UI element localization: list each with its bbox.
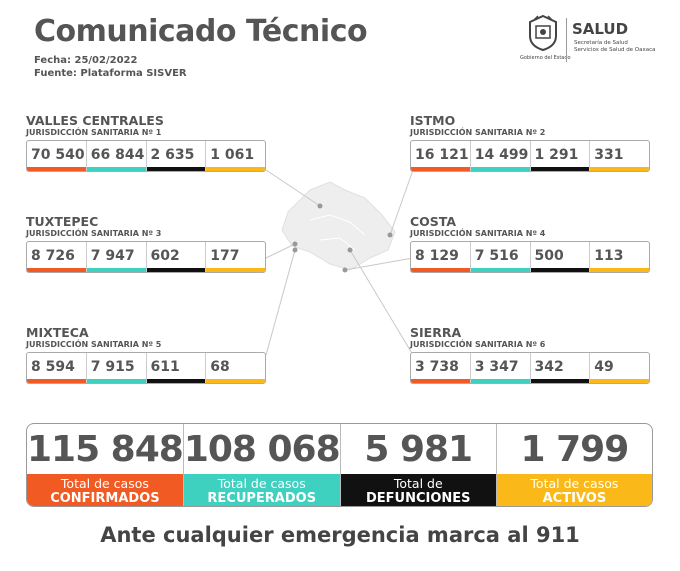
region-jurisdiccion: JURISDICCIÓN SANITARIA Nº 5 xyxy=(26,340,162,349)
recuperados-value: 7 915 xyxy=(86,353,147,383)
total-label: Total de casos ACTIVOS xyxy=(496,474,652,506)
defunciones-value: 2 635 xyxy=(146,141,207,171)
region-name: SIERRA xyxy=(410,325,462,340)
region-stats: 8 726 7 947 602 177 xyxy=(26,241,266,273)
seal-caption: Gobierno del Estado xyxy=(520,55,571,61)
confirmados-value: 8 129 xyxy=(411,242,471,272)
total-defunciones: 5 981 Total de DEFUNCIONES xyxy=(340,424,497,506)
region-jurisdiccion: JURISDICCIÓN SANITARIA Nº 4 xyxy=(410,229,546,238)
region-valles-centrales: VALLES CENTRALES JURISDICCIÓN SANITARIA … xyxy=(26,114,266,172)
total-label-line2: RECUPERADOS xyxy=(207,491,317,506)
total-label-line1: Total de xyxy=(393,476,443,491)
oaxaca-map-icon xyxy=(281,181,396,271)
region-name: COSTA xyxy=(410,214,457,229)
total-label-line2: ACTIVOS xyxy=(542,491,607,506)
defunciones-value: 342 xyxy=(530,353,591,383)
total-label-line2: CONFIRMADOS xyxy=(50,491,160,506)
total-value: 108 068 xyxy=(183,429,341,470)
total-label-line1: Total de casos xyxy=(530,476,619,491)
total-activos: 1 799 Total de casos ACTIVOS xyxy=(496,424,652,506)
region-name: TUXTEPEC xyxy=(26,214,99,229)
activos-value: 68 xyxy=(206,353,265,383)
total-label-line1: Total de casos xyxy=(217,476,306,491)
total-recuperados: 108 068 Total de casos RECUPERADOS xyxy=(183,424,341,506)
total-label-line2: DEFUNCIONES xyxy=(365,491,471,506)
salud-logo: Gobierno del Estado SALUD Secretaría de … xyxy=(520,14,656,64)
total-label: Total de casos CONFIRMADOS xyxy=(27,474,183,506)
state-seal-icon xyxy=(529,14,557,52)
recuperados-value: 7 516 xyxy=(470,242,531,272)
total-confirmados: 115 848 Total de casos CONFIRMADOS xyxy=(27,424,184,506)
region-jurisdiccion: JURISDICCIÓN SANITARIA Nº 2 xyxy=(410,128,546,137)
recuperados-value: 66 844 xyxy=(86,141,147,171)
confirmados-value: 70 540 xyxy=(27,141,87,171)
logo-subtitle-2: Servicios de Salud de Oaxaca xyxy=(574,47,656,53)
confirmados-value: 8 726 xyxy=(27,242,87,272)
logo-salud-text: SALUD xyxy=(572,20,629,38)
recuperados-value: 3 347 xyxy=(470,353,531,383)
total-label: Total de casos RECUPERADOS xyxy=(183,474,340,506)
total-value: 115 848 xyxy=(27,429,184,470)
logo-subtitle-1: Secretaría de Salud xyxy=(574,40,628,46)
recuperados-value: 14 499 xyxy=(470,141,531,171)
page-title: Comunicado Técnico xyxy=(34,14,368,49)
region-jurisdiccion: JURISDICCIÓN SANITARIA Nº 6 xyxy=(410,340,546,349)
total-value: 1 799 xyxy=(520,429,630,470)
report-date: Fecha: 25/02/2022 xyxy=(34,55,138,66)
defunciones-value: 611 xyxy=(146,353,207,383)
defunciones-value: 1 291 xyxy=(530,141,591,171)
activos-value: 113 xyxy=(590,242,649,272)
activos-value: 177 xyxy=(206,242,265,272)
region-stats: 3 738 3 347 342 49 xyxy=(410,352,650,384)
report-source: Fuente: Plataforma SISVER xyxy=(34,68,187,79)
region-stats: 16 121 14 499 1 291 331 xyxy=(410,140,650,172)
confirmados-value: 3 738 xyxy=(411,353,471,383)
recuperados-value: 7 947 xyxy=(86,242,147,272)
defunciones-value: 500 xyxy=(530,242,591,272)
activos-value: 331 xyxy=(590,141,649,171)
region-mixteca: MIXTECA JURISDICCIÓN SANITARIA Nº 5 8 59… xyxy=(26,326,266,384)
activos-value: 1 061 xyxy=(206,141,265,171)
activos-value: 49 xyxy=(590,353,649,383)
total-label: Total de DEFUNCIONES xyxy=(340,474,496,506)
region-stats: 8 594 7 915 611 68 xyxy=(26,352,266,384)
region-sierra: SIERRA JURISDICCIÓN SANITARIA Nº 6 3 738… xyxy=(410,326,650,384)
region-name: MIXTECA xyxy=(26,325,89,340)
confirmados-value: 16 121 xyxy=(411,141,471,171)
region-stats: 70 540 66 844 2 635 1 061 xyxy=(26,140,266,172)
region-tuxtepec: TUXTEPEC JURISDICCIÓN SANITARIA Nº 3 8 7… xyxy=(26,215,266,273)
confirmados-value: 8 594 xyxy=(27,353,87,383)
emergency-message: Ante cualquier emergencia marca al 911 xyxy=(100,523,580,547)
region-name: VALLES CENTRALES xyxy=(26,113,164,128)
region-jurisdiccion: JURISDICCIÓN SANITARIA Nº 3 xyxy=(26,229,162,238)
total-value: 5 981 xyxy=(364,429,473,470)
region-costa: COSTA JURISDICCIÓN SANITARIA Nº 4 8 129 … xyxy=(410,215,650,273)
region-name: ISTMO xyxy=(410,113,456,128)
region-jurisdiccion: JURISDICCIÓN SANITARIA Nº 1 xyxy=(26,128,162,137)
total-label-line1: Total de casos xyxy=(60,476,149,491)
logo-divider xyxy=(566,18,567,62)
defunciones-value: 602 xyxy=(146,242,207,272)
totals-panel: 115 848 Total de casos CONFIRMADOS 108 0… xyxy=(26,423,653,507)
region-istmo: ISTMO JURISDICCIÓN SANITARIA Nº 2 16 121… xyxy=(410,114,650,172)
region-stats: 8 129 7 516 500 113 xyxy=(410,241,650,273)
